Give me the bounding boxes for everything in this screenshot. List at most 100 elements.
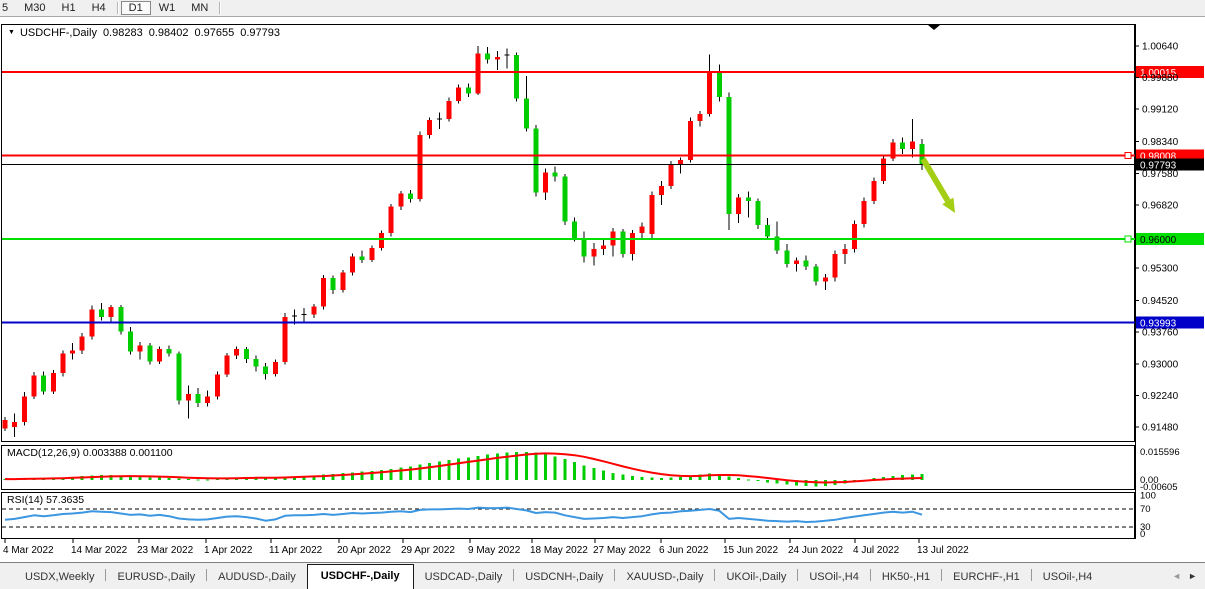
macd-histogram-bar: [428, 462, 432, 480]
candle-body: [118, 307, 124, 332]
price-line-label-bg: [1136, 66, 1204, 78]
candle-body: [755, 200, 761, 225]
chart-tab-usdcnh-daily[interactable]: USDCNH-,Daily: [525, 571, 604, 583]
macd-histogram-bar: [553, 456, 557, 480]
macd-histogram-bar: [447, 459, 451, 480]
macd-histogram-bar: [737, 478, 741, 480]
macd-histogram-bar: [495, 453, 499, 480]
candle-body: [176, 353, 182, 401]
candle-body: [21, 396, 27, 423]
candle-body: [562, 176, 568, 222]
candle-body: [108, 307, 114, 318]
macd-histogram-bar: [717, 474, 721, 480]
toolbar-separator: [219, 2, 221, 14]
candle-body: [147, 345, 153, 362]
candle-body: [514, 55, 520, 99]
chart-tab-xauusd-daily[interactable]: XAUUSD-,Daily: [626, 571, 704, 583]
timeframe-button-5[interactable]: 5: [2, 2, 9, 14]
time-axis-label: 13 Jul 2022: [917, 545, 969, 556]
tabs-scroll-right-icon[interactable]: ►: [1188, 571, 1197, 581]
timeframe-button-d1[interactable]: D1: [120, 1, 151, 15]
candle-body: [79, 336, 85, 351]
timeframe-button-h4[interactable]: H4: [91, 2, 106, 14]
time-axis-label: 4 Jul 2022: [853, 545, 900, 556]
timeframe-button-m30[interactable]: M30: [24, 2, 46, 14]
macd-histogram-bar: [351, 472, 355, 480]
timeframe-button-mn[interactable]: MN: [191, 2, 209, 14]
macd-axis-label: -0.00605: [1140, 482, 1178, 493]
chart-tab-eurusd-daily[interactable]: EURUSD-,Daily: [117, 571, 196, 583]
chart-tab-audusd-daily[interactable]: AUDUSD-,Daily: [218, 571, 296, 583]
macd-histogram-bar: [582, 465, 586, 480]
candle-body: [909, 141, 915, 150]
candle-body: [166, 348, 172, 354]
price-line-label-bg: [1136, 158, 1204, 171]
price-axis-label: 1.00640: [1142, 42, 1179, 53]
price-line-label: 0.96000: [1140, 235, 1177, 246]
candle-body: [600, 245, 606, 250]
tab-separator: [1030, 569, 1032, 581]
macd-histogram-bar: [524, 451, 528, 480]
chart-tab-usdcad-daily[interactable]: USDCAD-,Daily: [424, 571, 503, 583]
candle-body: [678, 159, 684, 165]
macd-histogram-bar: [650, 477, 654, 480]
price-axis-label: 0.95300: [1142, 264, 1179, 275]
time-axis-label: 24 Jun 2022: [788, 545, 843, 556]
candle-body: [369, 248, 375, 260]
macd-histogram-bar: [312, 475, 316, 480]
rsi-axis-label: 100: [1140, 491, 1156, 502]
macd-histogram-bar: [119, 475, 123, 480]
candle-body: [427, 120, 433, 136]
macd-histogram-bar: [331, 473, 335, 480]
candle-body: [581, 238, 587, 257]
candle-body: [707, 72, 713, 115]
candle-body: [639, 226, 645, 234]
chart-tab-hk50-h1[interactable]: HK50-,H1: [881, 571, 931, 583]
macd-histogram-bar: [293, 476, 297, 480]
candle-body: [156, 348, 162, 362]
trend-arrow-head: [942, 197, 955, 213]
candle-body: [350, 256, 356, 273]
chart-tab-usoil-h4[interactable]: USOil-,H4: [809, 571, 859, 583]
time-axis-label: 9 May 2022: [468, 545, 521, 556]
candle-body: [572, 221, 578, 239]
candle-body: [813, 266, 819, 282]
candle-body: [803, 260, 809, 267]
chart-tab-ukoil-daily[interactable]: UKOil-,Daily: [726, 571, 787, 583]
price-line-label: 1.00015: [1140, 68, 1177, 79]
time-axis-label: 18 May 2022: [530, 545, 588, 556]
candle-body: [494, 56, 500, 60]
macd-histogram-bar: [515, 452, 519, 480]
candle-body: [832, 254, 838, 278]
candle-body: [668, 164, 674, 186]
macd-histogram-bar: [476, 456, 480, 480]
macd-histogram-bar: [177, 478, 181, 480]
macd-histogram-bar: [679, 476, 683, 480]
candle-body: [417, 135, 423, 200]
macd-histogram-bar: [804, 480, 808, 487]
macd-axis-label: 0.00: [1140, 475, 1159, 486]
candle-body: [2, 419, 8, 429]
macd-histogram-bar: [437, 461, 441, 480]
chart-tab-eurchf-h1[interactable]: EURCHF-,H1: [953, 571, 1020, 583]
chart-tab-usoil-h4[interactable]: USOil-,H4: [1042, 571, 1093, 583]
candle-body: [842, 249, 848, 254]
candle-body: [745, 197, 751, 201]
timeframe-button-h1[interactable]: H1: [61, 2, 76, 14]
macd-histogram-bar: [302, 475, 306, 480]
macd-histogram-bar: [370, 470, 374, 480]
tabs-scroll-left-icon[interactable]: ◄: [1172, 571, 1182, 581]
macd-histogram-bar: [534, 452, 538, 480]
chart-tab-usdx-weekly[interactable]: USDX,Weekly: [25, 571, 95, 583]
candle-body: [765, 224, 771, 237]
candle-body: [224, 355, 230, 375]
candle-body: [446, 100, 452, 120]
timeframe-button-w1[interactable]: W1: [158, 2, 176, 14]
candle-body: [485, 53, 491, 60]
price-line-label: 0.98008: [1140, 151, 1177, 162]
macd-histogram-bar: [592, 468, 596, 480]
candle-body: [99, 309, 105, 318]
chart-tab-usdchf-daily[interactable]: USDCHF-,Daily: [306, 564, 414, 589]
